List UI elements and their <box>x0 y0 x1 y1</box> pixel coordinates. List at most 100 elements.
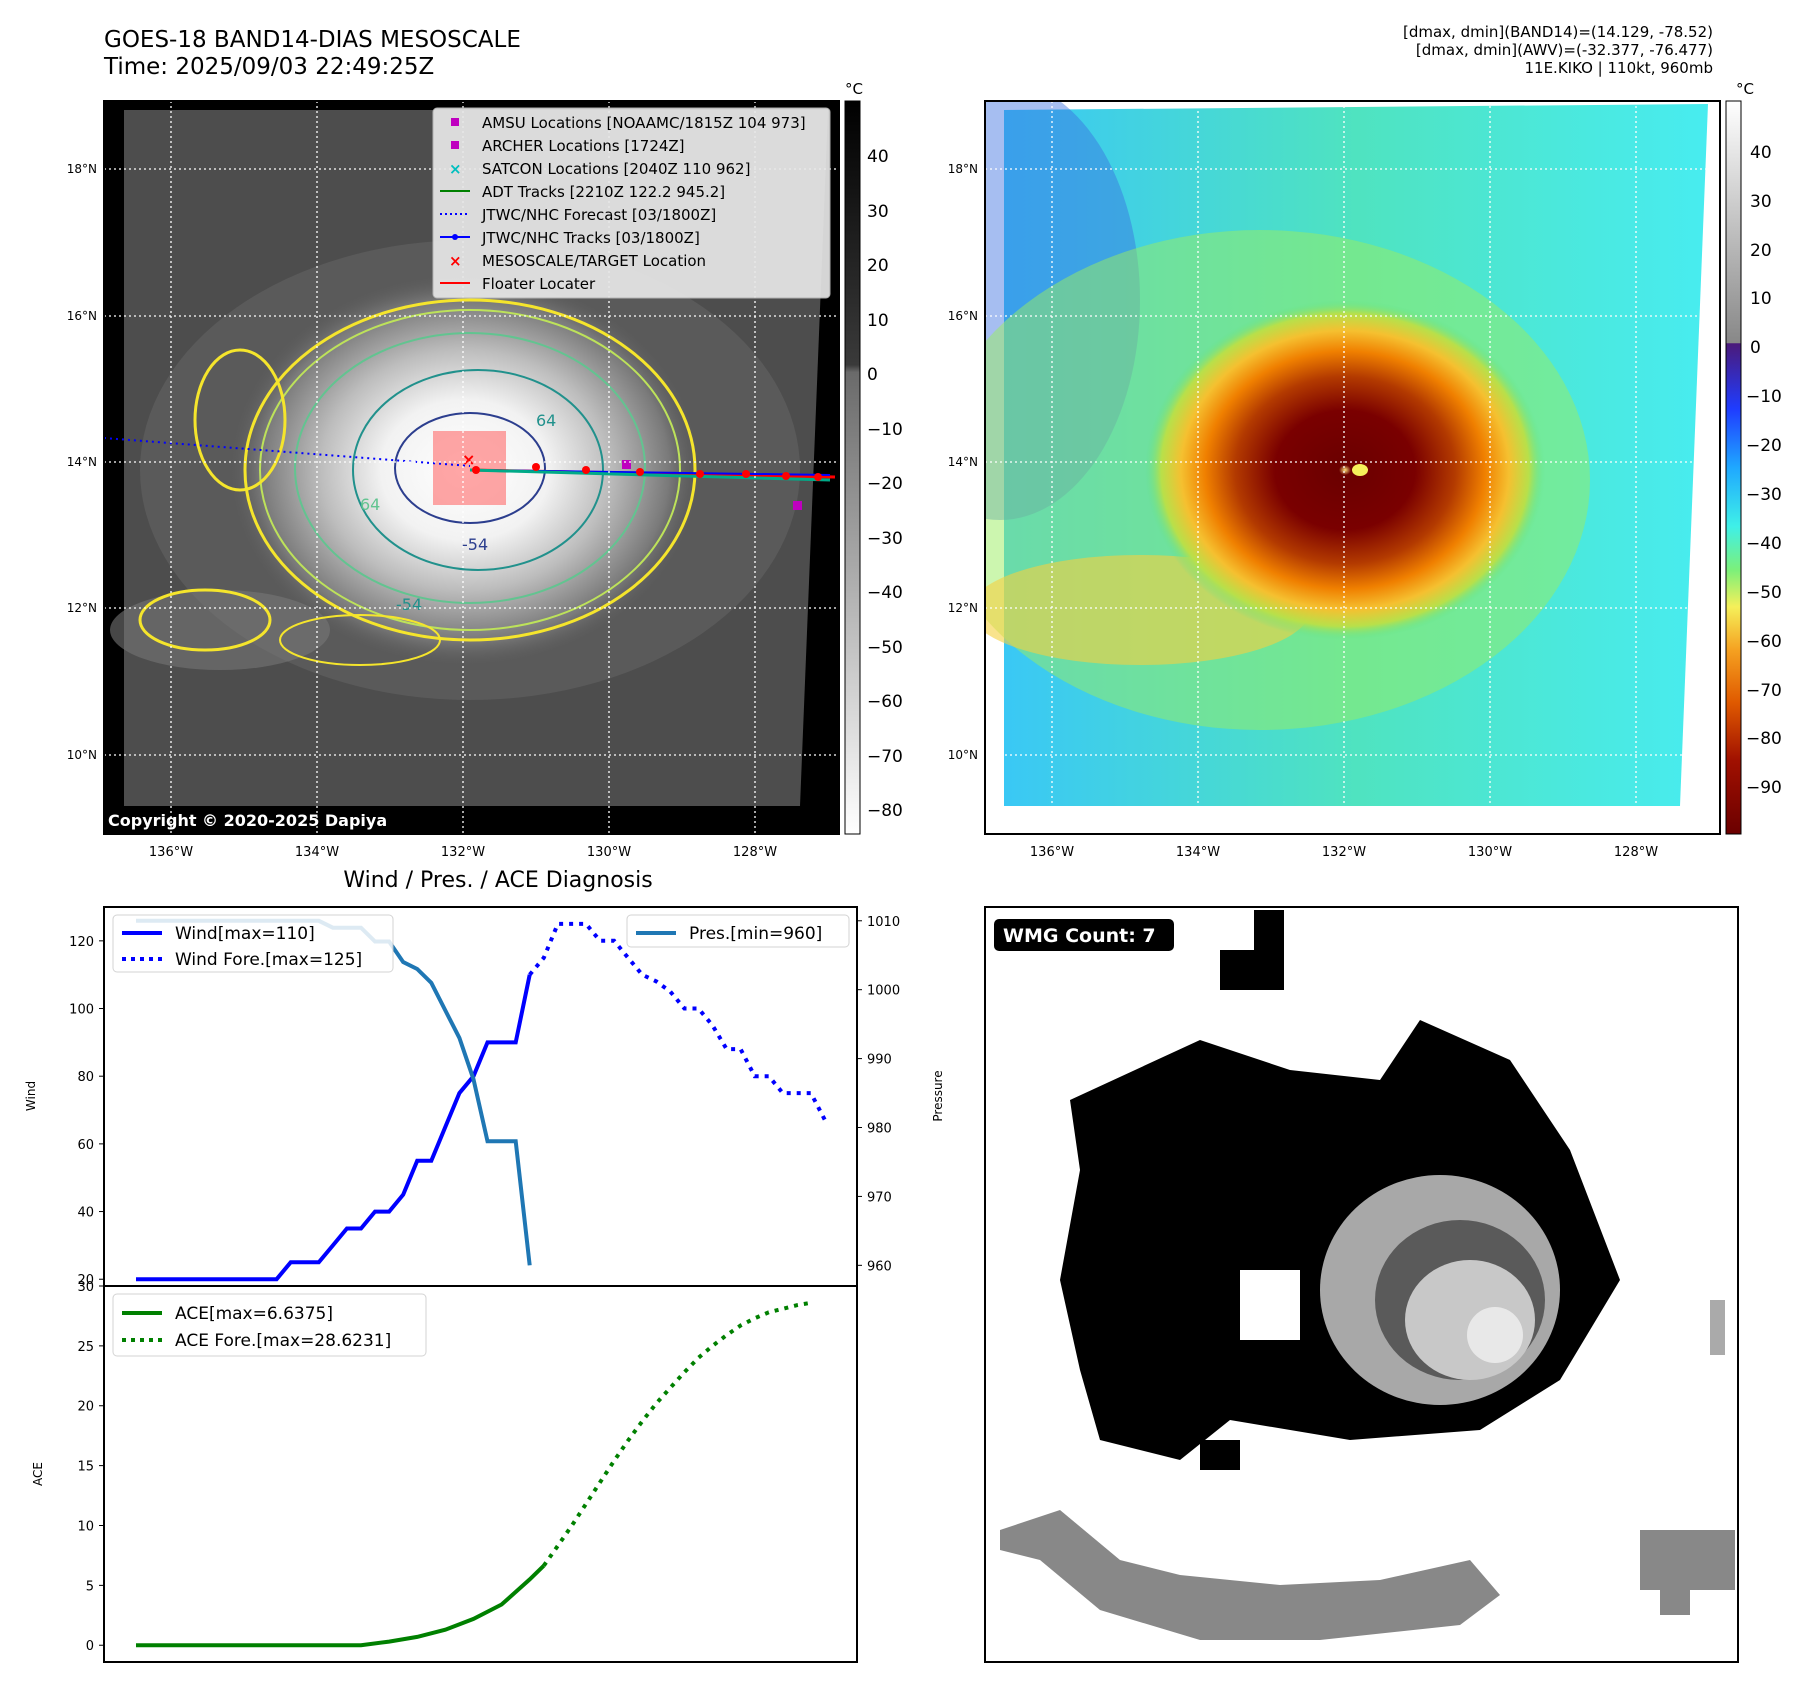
svg-text:−80: −80 <box>1746 729 1782 749</box>
legend-target-marker: × <box>449 252 462 270</box>
ace-ytick-label: 10 <box>77 1519 94 1534</box>
awv-storm-core <box>1145 300 1545 640</box>
ir-lat-12: 12°N <box>67 601 97 615</box>
ace-chart: 0 5 10 15 20 25 30 ACE ACE[max=6.6375] ACE For… <box>31 1280 858 1663</box>
wmg-count-badge <box>994 919 1174 951</box>
wind-ytick-label: 80 <box>77 1070 94 1085</box>
diagnosis-title: Wind / Pres. / ACE Diagnosis <box>343 868 652 893</box>
svg-text:−70: −70 <box>867 747 903 767</box>
wmg-count-label: WMG Count: 7 <box>1003 925 1156 947</box>
wind-legend: Wind[max=110] Wind Fore.[max=125] <box>112 914 394 973</box>
pressure-ytick-label: 1000 <box>867 984 900 999</box>
ir-lon-132: 132°W <box>441 845 485 860</box>
ir-lat-14: 14°N <box>67 455 97 469</box>
ir-lon-136: 136°W <box>149 845 193 860</box>
legend-ace: ACE[max=6.6375] <box>175 1304 333 1324</box>
awv-lon-labels: 136°W 134°W 132°W 130°W 128°W <box>1030 845 1658 860</box>
legend-archer: ARCHER Locations [1724Z] <box>482 137 685 155</box>
title-line-1: GOES-18 BAND14-DIAS MESOSCALE <box>104 27 521 53</box>
svg-text:0: 0 <box>1750 338 1761 358</box>
svg-text:0: 0 <box>867 365 878 385</box>
series-wind <box>136 974 532 1282</box>
awv-lat-18: 18°N <box>948 162 978 176</box>
legend-ace-fore: ACE Fore.[max=28.6231] <box>175 1331 391 1351</box>
svg-text:−20: −20 <box>1746 436 1782 456</box>
legend-floater: Floater Locater <box>482 275 596 293</box>
svg-text:−60: −60 <box>867 692 903 712</box>
svg-text:40: 40 <box>867 147 889 167</box>
awv-colorbar: °C 40 30 20 10 0 −10 −20 −30 −40 −50 −60… <box>1725 80 1782 835</box>
legend-wind-fore: Wind Fore.[max=125] <box>175 950 362 970</box>
wmg-panel: WMG Count: 7 <box>984 906 1739 1663</box>
contour-label-3: -54 <box>396 595 422 614</box>
legend-satcon: SATCON Locations [2040Z 110 962] <box>482 160 750 178</box>
awv-lon-132: 132°W <box>1322 845 1366 860</box>
ir-rainband-sw <box>110 590 330 670</box>
svg-text:10: 10 <box>867 311 889 331</box>
copyright-label: Copyright © 2020-2025 Dapiya <box>108 811 387 830</box>
awv-eye <box>1352 464 1368 476</box>
svg-text:−70: −70 <box>1746 681 1782 701</box>
ace-series-group <box>136 1300 812 1648</box>
awv-lat-12: 12°N <box>948 601 978 615</box>
series-ace <box>136 1564 546 1648</box>
wind-yticks: 20 40 60 80 100 120 <box>69 935 104 1288</box>
svg-text:−30: −30 <box>1746 485 1782 505</box>
ace-legend: ACE[max=6.6375] ACE Fore.[max=28.6231] <box>112 1293 427 1357</box>
wmg-pixel-field <box>1000 910 1735 1640</box>
wind-pressure-chart: 20 40 60 80 100 120 960 970 980 990 1000 1010 Wind… <box>24 906 945 1288</box>
contour-band-w <box>193 348 287 492</box>
contour-teal <box>352 369 604 571</box>
awv-lon-134: 134°W <box>1176 845 1220 860</box>
pressure-legend: Pres.[min=960] <box>626 914 850 948</box>
info-line-2: [dmax, dmin](AWV)=(-32.377, -76.477) <box>1415 41 1713 59</box>
adt-track-line <box>469 468 831 482</box>
svg-text:−30: −30 <box>867 529 903 549</box>
svg-text:20: 20 <box>1750 241 1772 261</box>
contour-green <box>294 332 646 604</box>
ace-ytick-label: 5 <box>86 1579 94 1594</box>
legend-amsu-marker <box>451 118 459 126</box>
legend-archer-marker <box>451 141 459 149</box>
wind-ylabel: Wind <box>24 1081 38 1111</box>
legend-tracks: JTWC/NHC Tracks [03/1800Z] <box>481 229 700 247</box>
legend-pres: Pres.[min=960] <box>689 924 822 944</box>
svg-text:30: 30 <box>1750 192 1772 212</box>
wind-ytick-label: 60 <box>77 1138 94 1153</box>
wind-ytick-label: 100 <box>69 1003 94 1018</box>
ace-ytick-label: 0 <box>86 1639 94 1654</box>
awv-lat-14: 14°N <box>948 455 978 469</box>
ir-lon-130: 130°W <box>587 845 631 860</box>
intensity-info: [dmax, dmin](BAND14)=(14.129, -78.52) [d… <box>1403 23 1713 77</box>
svg-text:−20: −20 <box>867 474 903 494</box>
ace-ytick-label: 30 <box>77 1280 94 1295</box>
archer-marker <box>793 501 802 510</box>
legend-forecast: JTWC/NHC Forecast [03/1800Z] <box>481 206 716 224</box>
svg-text:−60: −60 <box>1746 632 1782 652</box>
pressure-ylabel: Pressure <box>931 1070 945 1121</box>
ir-lon-labels: 136°W 134°W 132°W 130°W 128°W <box>149 845 777 860</box>
svg-text:−40: −40 <box>1746 534 1782 554</box>
legend-amsu: AMSU Locations [NOAAMC/1815Z 104 973] <box>482 114 806 132</box>
contour-navy <box>394 412 546 524</box>
info-line-1: [dmax, dmin](BAND14)=(14.129, -78.52) <box>1402 23 1713 41</box>
pressure-ytick-label: 990 <box>867 1053 892 1068</box>
ir-colorbar-unit: °C <box>845 80 863 98</box>
contour-lightgreen <box>259 309 681 631</box>
svg-text:10: 10 <box>1750 289 1772 309</box>
legend-satcon-marker: × <box>449 160 462 178</box>
svg-text:−50: −50 <box>1746 583 1782 603</box>
svg-text:−90: −90 <box>1746 778 1782 798</box>
contour-yellow <box>243 298 697 642</box>
svg-text:−40: −40 <box>867 583 903 603</box>
wind-ytick-label: 120 <box>69 935 94 950</box>
awv-lon-128: 128°W <box>1614 845 1658 860</box>
pressure-yticks: 960 970 980 990 1000 1010 <box>857 915 900 1274</box>
title-line-2: Time: 2025/09/03 22:49:25Z <box>104 54 435 80</box>
pressure-ytick-label: 980 <box>867 1122 892 1137</box>
ir-lat-labels: 18°N 16°N 14°N 12°N 10°N <box>67 162 97 762</box>
legend-wind: Wind[max=110] <box>175 924 315 944</box>
series-ace-forecast <box>542 1300 812 1567</box>
track-points <box>472 463 822 481</box>
